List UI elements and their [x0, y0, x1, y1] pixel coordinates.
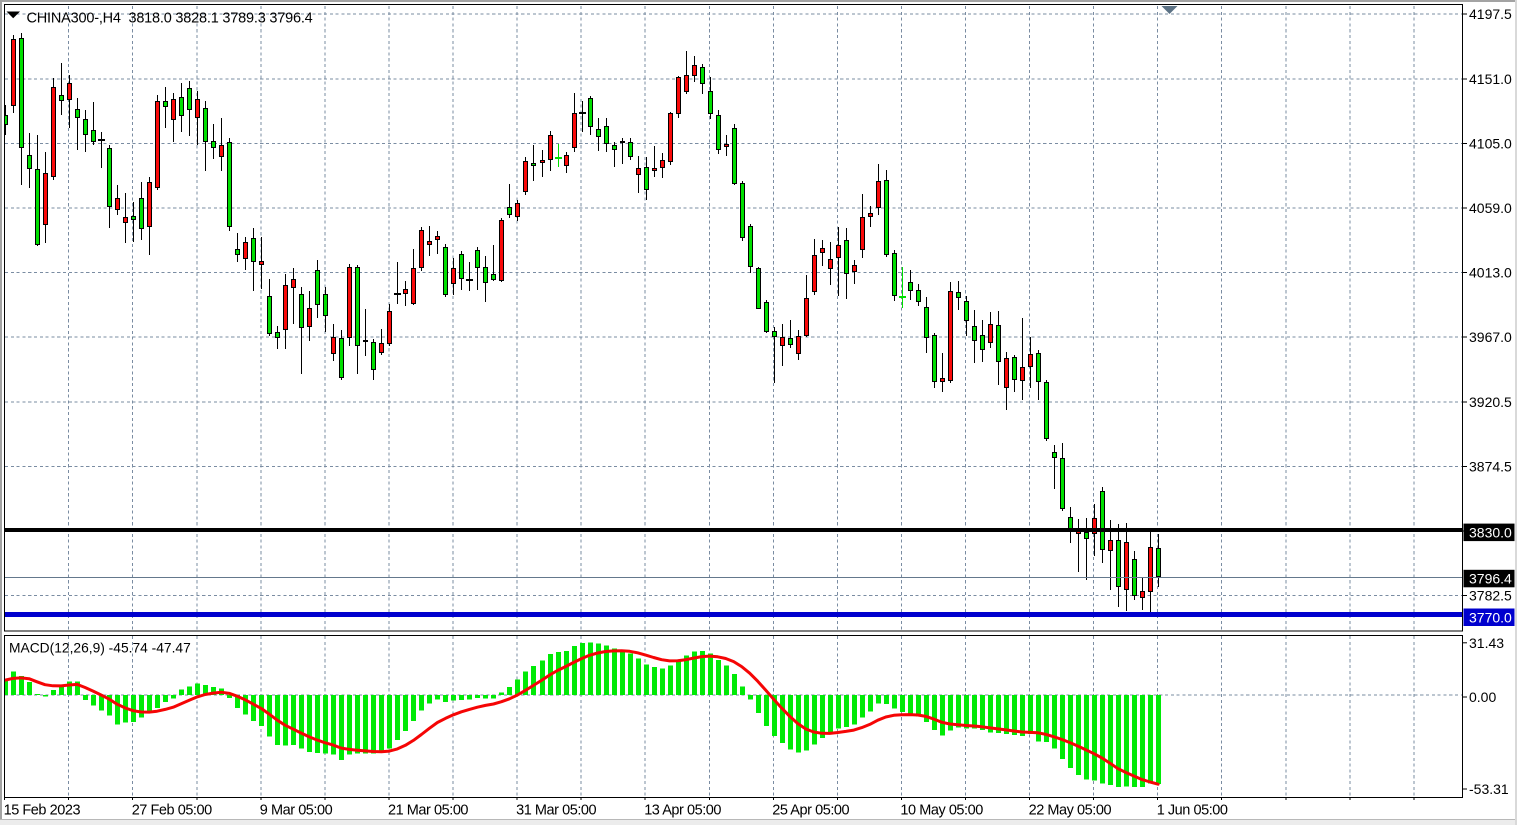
svg-text:3874.5: 3874.5: [1469, 459, 1512, 475]
svg-text:4105.0: 4105.0: [1469, 136, 1512, 152]
svg-text:4013.0: 4013.0: [1469, 265, 1512, 281]
svg-text:0.00: 0.00: [1469, 689, 1496, 705]
svg-text:1 Jun 05:00: 1 Jun 05:00: [1157, 803, 1228, 819]
svg-text:31.43: 31.43: [1469, 635, 1504, 651]
svg-text:4059.0: 4059.0: [1469, 200, 1512, 216]
svg-text:3796.4: 3796.4: [1469, 571, 1512, 587]
svg-text:13 Apr 05:00: 13 Apr 05:00: [644, 803, 721, 819]
svg-text:15 Feb 2023: 15 Feb 2023: [4, 803, 81, 819]
svg-text:9 Mar 05:00: 9 Mar 05:00: [260, 803, 333, 819]
svg-text:-53.31: -53.31: [1469, 781, 1509, 797]
svg-text:CHINA300-,H4 3818.0 3828.1 37: CHINA300-,H4 3818.0 3828.1 3789.3 3796.4: [27, 11, 313, 27]
svg-text:22 May 05:00: 22 May 05:00: [1029, 803, 1112, 819]
svg-text:MACD(12,26,9) -45.74 -47.47: MACD(12,26,9) -45.74 -47.47: [9, 641, 191, 656]
svg-text:21 Mar 05:00: 21 Mar 05:00: [388, 803, 468, 819]
svg-text:31 Mar 05:00: 31 Mar 05:00: [516, 803, 596, 819]
svg-text:4151.0: 4151.0: [1469, 71, 1512, 87]
svg-text:27 Feb 05:00: 27 Feb 05:00: [132, 803, 212, 819]
svg-text:3770.0: 3770.0: [1469, 609, 1512, 625]
svg-text:3967.0: 3967.0: [1469, 329, 1512, 345]
svg-text:3782.5: 3782.5: [1469, 588, 1512, 604]
svg-text:3920.5: 3920.5: [1469, 394, 1512, 410]
svg-text:10 May 05:00: 10 May 05:00: [900, 803, 983, 819]
svg-text:4197.5: 4197.5: [1469, 6, 1512, 22]
svg-text:3830.0: 3830.0: [1469, 524, 1512, 540]
svg-text:25 Apr 05:00: 25 Apr 05:00: [772, 803, 849, 819]
